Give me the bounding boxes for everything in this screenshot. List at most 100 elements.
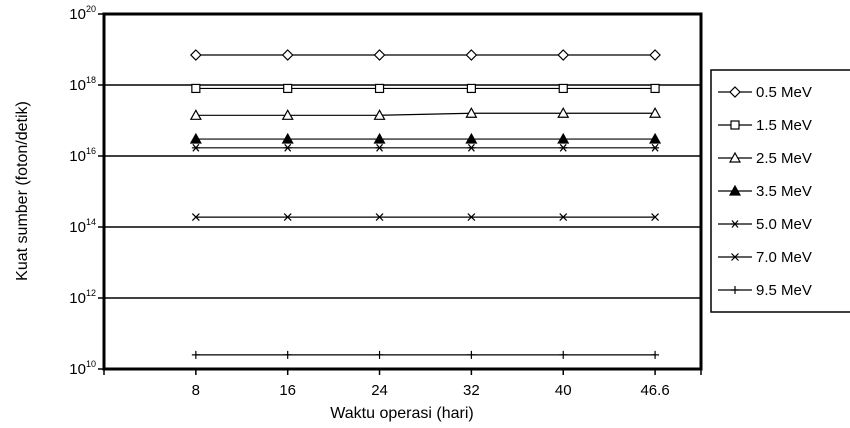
legend-entry: 0.5 MeV: [718, 84, 812, 101]
data-point-marker: [189, 132, 202, 144]
series-0-5-mev: [189, 49, 661, 61]
marker-stroke: [559, 213, 568, 222]
x-tick-label: 16: [279, 382, 296, 399]
series-5-0-mev: [191, 143, 660, 152]
data-point-marker: [557, 49, 570, 61]
data-point-marker: [467, 143, 476, 152]
y-tick-label: 1014: [69, 217, 96, 236]
y-tick-label: 1016: [69, 146, 96, 165]
data-point-marker: [649, 107, 662, 118]
y-tick-label: 1020: [69, 4, 96, 23]
marker-stroke: [284, 143, 292, 152]
data-point-marker: [283, 83, 293, 94]
data-point-marker: [731, 253, 739, 261]
series-1-5-mev: [191, 83, 660, 94]
data-point-marker: [191, 83, 201, 94]
legend-entry: 1.5 MeV: [718, 117, 812, 134]
data-point-marker: [649, 132, 662, 144]
series-9-5-mev: [191, 350, 660, 359]
plot-area: [102, 12, 703, 371]
series-7-0-mev: [191, 213, 660, 222]
series-2-5-mev: [189, 107, 662, 120]
marker-stroke: [467, 143, 475, 152]
legend-label: 5.0 MeV: [756, 216, 812, 233]
y-tick-label: 1010: [69, 359, 96, 378]
x-tick-label: 8: [192, 382, 200, 399]
y-axis-title: Kuat sumber (foton/detik): [14, 101, 31, 281]
legend-entry: 3.5 MeV: [718, 183, 812, 200]
data-point-marker: [558, 83, 568, 94]
data-point-marker: [375, 213, 384, 222]
gridlines: [104, 84, 701, 299]
y-tick-label: 1012: [69, 288, 96, 307]
x-tick-label: 46.6: [640, 382, 669, 399]
data-point-marker: [650, 83, 660, 94]
data-point-marker: [465, 49, 478, 61]
legend-label: 0.5 MeV: [756, 84, 812, 101]
marker-stroke: [192, 143, 200, 152]
legend: 0.5 MeV 1.5 MeV 2.5 MeV 3.5 MeV 5.0 MeV 7.0 M…: [710, 69, 850, 313]
data-point-marker: [651, 213, 660, 222]
marker-stroke: [467, 213, 476, 222]
data-point-marker: [730, 120, 740, 130]
data-point-marker: [466, 83, 476, 94]
legend-label: 9.5 MeV: [756, 282, 812, 299]
data-point-marker: [728, 151, 742, 163]
legend-label: 1.5 MeV: [756, 117, 812, 134]
data-point-marker: [373, 109, 386, 120]
data-point-marker: [467, 350, 476, 359]
data-point-marker: [559, 143, 568, 152]
data-point-marker: [465, 107, 478, 118]
data-point-marker: [281, 109, 294, 120]
data-point-marker: [281, 132, 294, 144]
data-point-marker: [283, 213, 292, 222]
legend-label: 7.0 MeV: [756, 249, 812, 266]
x-tick-label: 32: [463, 382, 480, 399]
x-axis-ticks: 8 16 24 32 40 46.6: [103, 369, 702, 399]
series-group: [189, 49, 662, 359]
marker-stroke: [376, 143, 383, 152]
legend-entry: 5.0 MeV: [718, 216, 812, 233]
data-point-marker: [649, 49, 661, 61]
data-point-marker: [283, 143, 292, 152]
data-point-marker: [557, 107, 570, 118]
marker-stroke: [731, 253, 739, 261]
marker-stroke: [191, 213, 200, 222]
data-point-marker: [373, 49, 386, 61]
x-axis-title: Waktu operasi (hari): [330, 405, 473, 422]
legend-label: 3.5 MeV: [756, 183, 812, 200]
data-point-marker: [651, 143, 660, 152]
series-line: [195, 112, 656, 116]
marker-stroke: [375, 213, 384, 222]
series-3-5-mev: [189, 132, 662, 144]
data-point-marker: [559, 213, 568, 222]
data-point-marker: [375, 350, 384, 359]
y-axis-ticks: 1010 1012 1014 1016 1018 1020: [69, 4, 104, 378]
data-point-marker: [189, 49, 202, 61]
marker-stroke: [559, 143, 567, 152]
data-point-marker: [191, 143, 200, 152]
data-point-marker: [559, 350, 568, 359]
data-point-marker: [281, 49, 294, 61]
data-point-marker: [651, 350, 660, 359]
data-point-marker: [731, 220, 739, 228]
legend-label: 2.5 MeV: [756, 150, 812, 167]
data-point-marker: [728, 184, 742, 196]
x-tick-label: 24: [371, 382, 388, 399]
data-point-marker: [374, 83, 385, 94]
data-point-marker: [189, 109, 202, 120]
data-point-marker: [465, 132, 478, 144]
marker-stroke: [651, 213, 660, 222]
legend-entry: 9.5 MeV: [718, 282, 812, 299]
marker-stroke: [731, 220, 739, 228]
y-tick-label: 1018: [69, 75, 96, 94]
data-point-marker: [731, 286, 739, 294]
data-point-marker: [283, 350, 292, 359]
marker-stroke: [651, 143, 659, 152]
data-point-marker: [375, 143, 384, 152]
data-point-marker: [191, 213, 200, 222]
x-tick-label: 40: [555, 382, 572, 399]
legend-entry: 2.5 MeV: [718, 150, 812, 167]
data-point-marker: [467, 213, 476, 222]
